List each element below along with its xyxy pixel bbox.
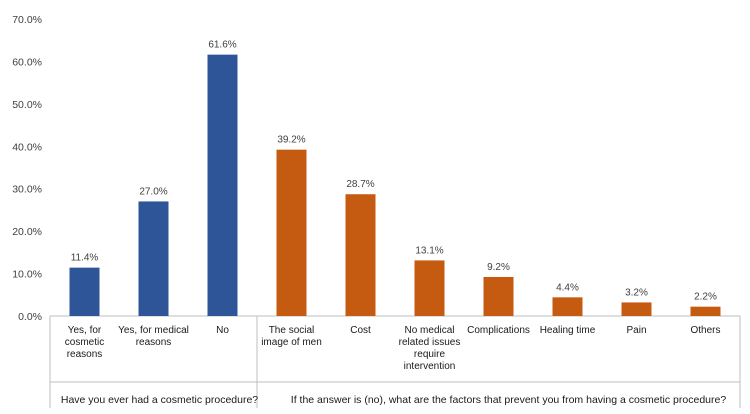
bar: [207, 54, 238, 316]
bar: [552, 297, 583, 316]
data-label: 28.7%: [346, 179, 374, 190]
category-label: Yes, for medical: [118, 325, 189, 336]
category-label: reasons: [67, 349, 103, 360]
y-tick-label: 60.0%: [12, 56, 42, 68]
category-label: Others: [690, 325, 720, 336]
category-label: Cost: [350, 325, 371, 336]
category-label: intervention: [404, 361, 456, 372]
group-label: Have you ever had a cosmetic procedure?: [61, 394, 258, 406]
category-label: Healing time: [540, 325, 596, 336]
bar: [276, 149, 307, 316]
category-label: Pain: [626, 325, 646, 336]
y-tick-label: 40.0%: [12, 141, 42, 153]
bar: [483, 276, 514, 316]
data-label: 9.2%: [487, 262, 510, 273]
category-label: The social: [269, 325, 315, 336]
category-label: require: [414, 349, 446, 360]
bar: [621, 302, 652, 316]
y-tick-label: 10.0%: [12, 269, 42, 281]
data-label: 27.0%: [139, 186, 167, 197]
y-tick-label: 20.0%: [12, 226, 42, 238]
data-label: 4.4%: [556, 282, 579, 293]
category-label: No medical: [404, 325, 454, 336]
category-label: image of men: [261, 337, 322, 348]
category-label: reasons: [136, 337, 172, 348]
data-label: 3.2%: [625, 287, 648, 298]
group-label: If the answer is (no), what are the fact…: [291, 394, 727, 406]
data-label: 13.1%: [415, 245, 443, 256]
data-label: 61.6%: [208, 40, 236, 51]
y-tick-label: 30.0%: [12, 184, 42, 196]
y-tick-label: 50.0%: [12, 99, 42, 111]
y-tick-label: 0.0%: [18, 311, 42, 323]
y-tick-label: 70.0%: [12, 14, 42, 26]
category-label: No: [216, 325, 229, 336]
data-label: 39.2%: [277, 135, 305, 146]
category-label: cosmetic: [65, 337, 104, 348]
bar: [690, 306, 721, 316]
data-label: 2.2%: [694, 292, 717, 303]
category-label: related issues: [399, 337, 461, 348]
bar: [414, 260, 445, 316]
category-label: Yes, for: [68, 325, 102, 336]
data-label: 11.4%: [71, 253, 99, 264]
bar: [138, 201, 169, 316]
category-label: Complications: [467, 325, 530, 336]
bar: [345, 194, 376, 316]
bar: [69, 267, 100, 316]
